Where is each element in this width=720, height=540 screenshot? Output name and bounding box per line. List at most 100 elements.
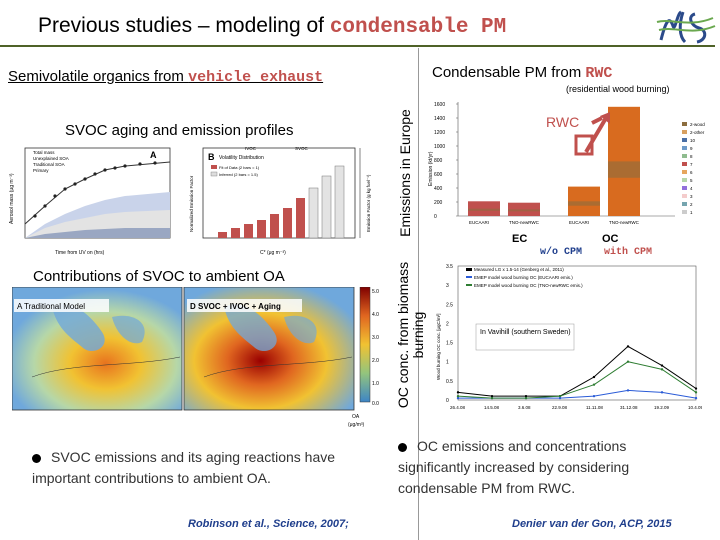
bar-category: EUCAARI bbox=[469, 220, 489, 225]
bar-legend-swatch bbox=[682, 146, 687, 150]
bar-legend-swatch bbox=[682, 122, 687, 126]
right-bullet-text: OC emissions and concentrations signific… bbox=[398, 438, 630, 496]
line-point bbox=[592, 383, 596, 386]
logo-graphic bbox=[656, 10, 716, 44]
bar-category: TNO-newRWC bbox=[609, 220, 640, 225]
bar-ylabel: Emission (kt/yr) bbox=[428, 151, 434, 186]
legend-fit: Fit of Data (2 bars = 1) bbox=[219, 165, 260, 170]
bar-legend-label: 7 bbox=[690, 162, 693, 167]
bar-legend-label: 5 bbox=[690, 178, 693, 183]
cb-units: (μg/m³) bbox=[348, 422, 365, 428]
vlabel-emissions: Emissions in Europe bbox=[397, 109, 413, 237]
line-xtick: 3.6.08 bbox=[518, 405, 531, 410]
line-point bbox=[660, 364, 664, 367]
line-xtick: 11.11.08 bbox=[586, 405, 603, 410]
line-ytick: 0 bbox=[446, 398, 449, 404]
bar-legend-swatch bbox=[682, 194, 687, 198]
cb-tick-2: 3.0 bbox=[372, 335, 379, 341]
line-ytick: 1 bbox=[446, 360, 449, 366]
panel-b-label: B bbox=[208, 152, 215, 162]
line-point bbox=[626, 389, 630, 392]
rwc-bar-chart: Emission (kt/yr) 1600 1400 1200 1000 800 600 4… bbox=[420, 94, 716, 258]
bullet-dot-icon bbox=[32, 453, 41, 463]
bar-legend-label: 10 bbox=[690, 138, 696, 143]
bar-stack-segment bbox=[468, 208, 500, 211]
bullet-dot-icon bbox=[398, 442, 407, 452]
inset-location-box bbox=[475, 323, 575, 351]
title-rule bbox=[0, 45, 715, 47]
vlabel-oc-container: OC conc. from biomass burning bbox=[388, 260, 428, 410]
bar-ytick: 400 bbox=[434, 186, 443, 192]
line-point bbox=[524, 394, 528, 398]
line-ytick: 2.5 bbox=[446, 302, 453, 308]
map-d-label: D SVOC + IVOC + Aging bbox=[190, 302, 281, 311]
line-ytick: 2 bbox=[446, 321, 449, 327]
oc-label: OC bbox=[602, 233, 619, 245]
line-point bbox=[626, 345, 630, 348]
cb-tick-3: 2.0 bbox=[372, 358, 379, 364]
left-citation: Robinson et al., Science, 2007; bbox=[188, 518, 349, 530]
bar-legend-label: 2-other bbox=[690, 130, 705, 135]
line-ytick: 3 bbox=[446, 283, 449, 289]
right-bullet: OC emissions and concentrations signific… bbox=[398, 436, 698, 499]
line-legend-eucaari: EMEP model wood burning OC (EUCAARI emis… bbox=[474, 275, 573, 280]
line-point bbox=[524, 396, 528, 400]
rwc-arrow-icon bbox=[584, 112, 610, 154]
svoc-figure-svg: A Total mass Unexplained SOA Traditional… bbox=[9, 146, 371, 256]
slide-title-highlight: condensable PM bbox=[329, 16, 507, 39]
bar-ytick: 600 bbox=[434, 172, 443, 178]
line-point bbox=[694, 396, 698, 400]
bar-legend-swatch bbox=[682, 138, 687, 142]
right-subtitle-prefix: Condensable PM from bbox=[432, 64, 586, 81]
oa-maps-svg: A Traditional Model D SVOC + IVOC + Agin… bbox=[12, 287, 379, 428]
panel-a-xlabel: Time from UV on (hrs) bbox=[55, 250, 105, 256]
bar-ytick: 1200 bbox=[434, 130, 445, 136]
line-point bbox=[456, 394, 460, 398]
legend-total-mass: Total mass bbox=[33, 150, 55, 155]
oc-line-svg: Wood burning OC conc. [μgC/m³] 3.5 3 2.5 2 1… bbox=[436, 264, 702, 410]
legend-traditional-soa: Traditional SOA bbox=[33, 162, 65, 167]
legend-inferred: Inferred (2 bars = 1.5) bbox=[219, 172, 258, 177]
bar-ytick: 1000 bbox=[434, 144, 445, 150]
line-point bbox=[694, 391, 698, 394]
panel-b-title: Volatility Distribution bbox=[219, 155, 264, 161]
oa-colorbar bbox=[359, 287, 371, 403]
line-point bbox=[660, 391, 664, 394]
panel-b-ivoc: IVOC bbox=[245, 146, 257, 151]
line-xtick: 14.5.08 bbox=[484, 405, 500, 410]
bar-legend-label: 8 bbox=[690, 154, 693, 159]
line-series bbox=[457, 345, 697, 397]
panel-b-ylabel: Normalized Emission Factor bbox=[189, 175, 194, 232]
bar-ytick: 1600 bbox=[434, 102, 445, 108]
bar-legend-swatch bbox=[682, 170, 687, 174]
left-bullet-text: SVOC emissions and its aging reactions h… bbox=[32, 449, 336, 486]
line-series bbox=[457, 361, 697, 399]
line-point bbox=[626, 360, 630, 363]
line-ylabel: Wood burning OC conc. [μgC/m³] bbox=[436, 313, 441, 380]
vlabel-oc: OC conc. from biomass burning bbox=[395, 261, 426, 409]
line-xtick: 26.4.08 bbox=[450, 405, 466, 410]
bar-legend-label: 2 bbox=[690, 202, 693, 207]
bar-legend-swatch bbox=[682, 178, 687, 182]
right-citation: Denier van der Gon, ACP, 2015 bbox=[512, 518, 672, 530]
left-bullet: SVOC emissions and its aging reactions h… bbox=[32, 447, 372, 489]
line-point bbox=[456, 391, 460, 394]
panel-a-label: A bbox=[150, 150, 157, 160]
left-subtitle-highlight: vehicle exhaust bbox=[188, 69, 324, 86]
line-legend-tno: EMEP model wood burning OC (TNO-newRWC e… bbox=[474, 283, 583, 288]
line-point bbox=[490, 394, 494, 398]
bar-category: TNO-newRWC bbox=[509, 220, 540, 225]
line-point bbox=[660, 368, 664, 371]
panel-a-ylabel: Aerosol mass (μg m⁻³) bbox=[9, 173, 15, 224]
cb-tick-1: 4.0 bbox=[372, 312, 379, 318]
bar-mark bbox=[468, 201, 500, 216]
oa-maps-figure: A Traditional Model D SVOC + IVOC + Agin… bbox=[12, 287, 382, 430]
with-cpm-label: with CPM bbox=[604, 246, 652, 258]
rwc-label: RWC bbox=[546, 114, 579, 130]
logo bbox=[655, 4, 717, 48]
bar-legend-swatch bbox=[682, 186, 687, 190]
panel-b-svoc: SVOC bbox=[295, 146, 309, 151]
legend-unexplained-soa: Unexplained SOA bbox=[33, 156, 69, 161]
svoc-figure: A Total mass Unexplained SOA Traditional… bbox=[5, 144, 375, 262]
bar-ytick: 800 bbox=[434, 158, 443, 164]
